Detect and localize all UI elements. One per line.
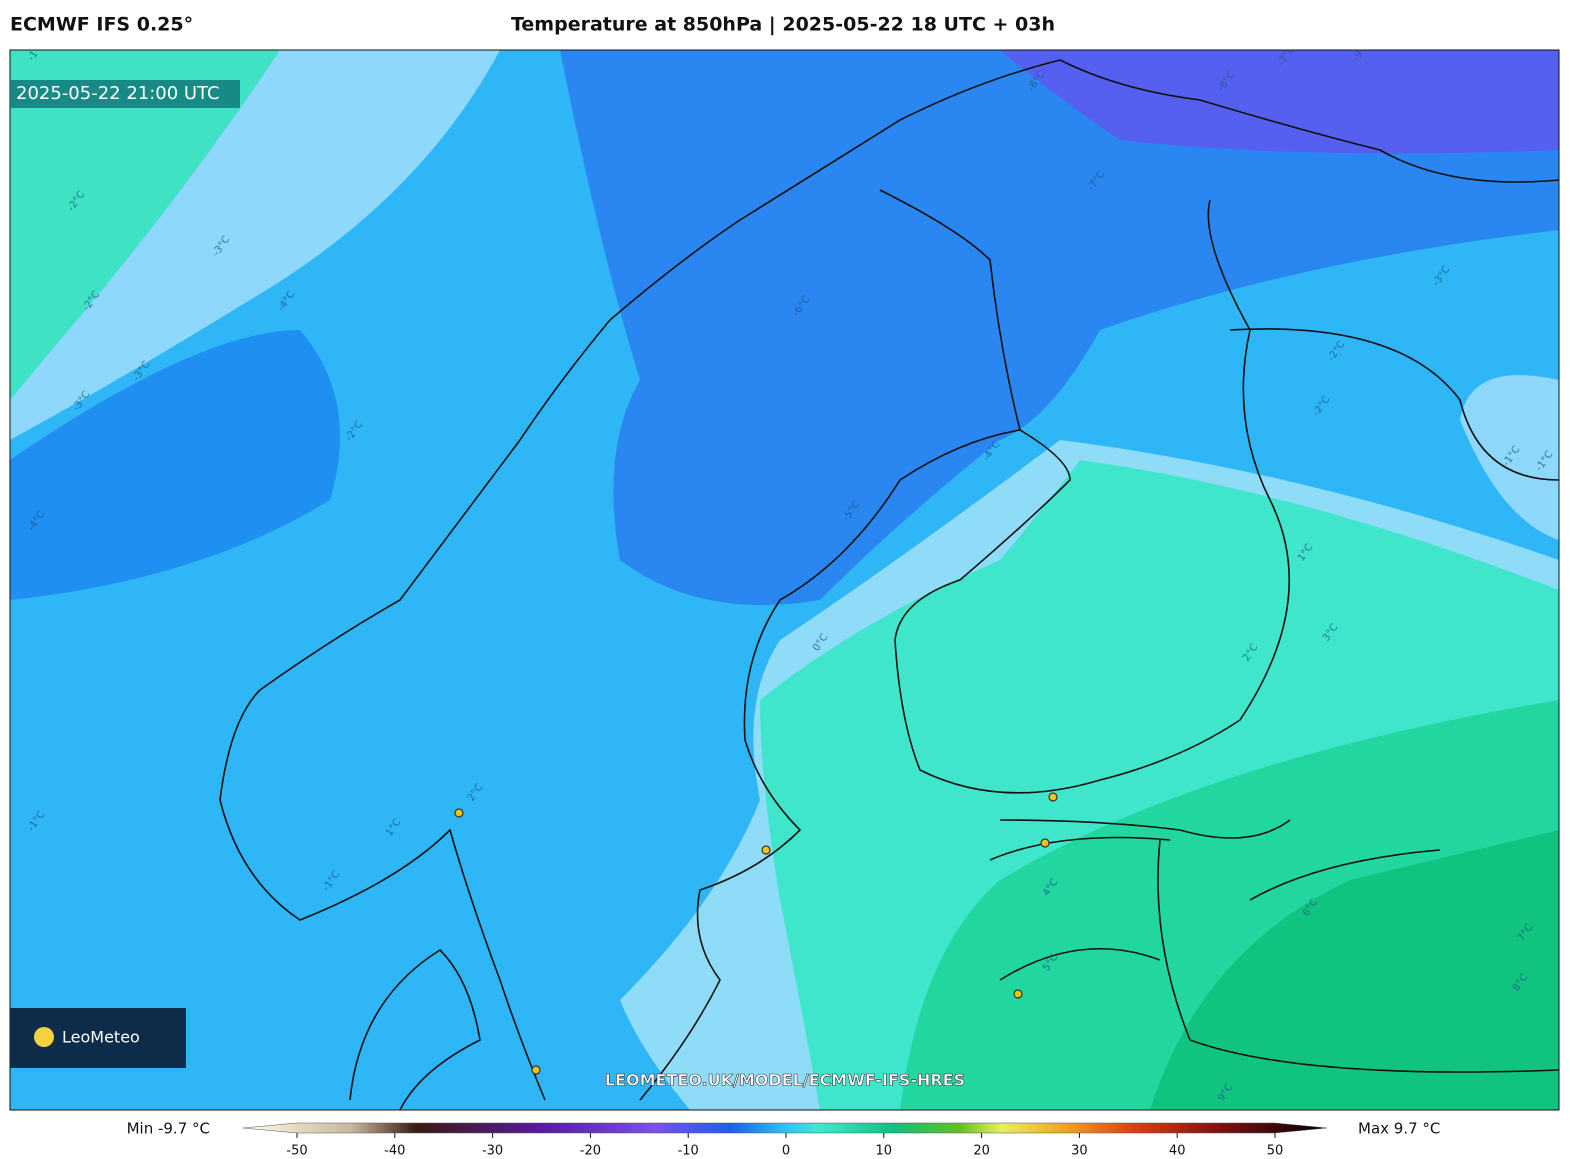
map-frame [9, 49, 1560, 1111]
max-label: Max 9.7 °C [1358, 1120, 1440, 1138]
coast-denmark [349, 948, 481, 1110]
coast-russia [1229, 328, 1559, 481]
field-cold-north [560, 50, 1559, 605]
valid-time: 2025-05-22 21:00 UTC [16, 83, 220, 104]
field-band [10, 50, 500, 440]
field-band-east [1460, 375, 1559, 540]
coast-finland [894, 199, 1291, 794]
coast-norway [219, 59, 1559, 1101]
coast-sweden [639, 189, 1021, 1101]
field-coldest [1000, 50, 1559, 154]
colorbar-tick-label: 30 [1071, 1144, 1088, 1159]
coastlines [219, 59, 1559, 1110]
field-warmest [1150, 830, 1559, 1110]
borders-baltic [989, 819, 1559, 1073]
colorbar-tick-label: -10 [678, 1144, 699, 1159]
field-warm-west [10, 50, 280, 400]
logo-sun [34, 1027, 54, 1047]
min-label: Min -9.7 °C [127, 1120, 210, 1138]
colorbar-tick-label: 20 [973, 1144, 990, 1159]
colorbar-tick-label: -40 [384, 1144, 405, 1159]
model-name: ECMWF IFS 0.25° [10, 14, 193, 36]
field-cold-west [10, 330, 340, 600]
colorbar-tick-label: 50 [1267, 1144, 1284, 1159]
time-box [10, 80, 240, 108]
map-title: Temperature at 850hPa | 2025-05-22 18 UT… [511, 14, 1055, 36]
colorbar-tick-label: 10 [876, 1144, 893, 1159]
colorbar-tick-label: -30 [482, 1144, 503, 1159]
colorbar: -50 -40 -30 -20 -10 0 10 20 30 40 50 [242, 1122, 1328, 1159]
colorbar-tick-label: 0 [782, 1144, 790, 1159]
cities [454, 792, 1058, 1075]
colorbar-tick-label: -20 [580, 1144, 601, 1159]
colorbar-tick-label: 40 [1169, 1144, 1186, 1159]
logo-text: LeoMeteo [62, 1028, 140, 1047]
watermark: LEOMETEO.UK/MODEL/ECMWF-IFS-HRES [605, 1071, 965, 1090]
map-area: -8°C-7°C -9°C-8°C-7°C-6°C-5°C-4°C-3°C-2°C… [10, 50, 1559, 1110]
colorbar-bar [242, 1122, 1328, 1134]
colorbar-tick-label: -50 [286, 1144, 307, 1159]
